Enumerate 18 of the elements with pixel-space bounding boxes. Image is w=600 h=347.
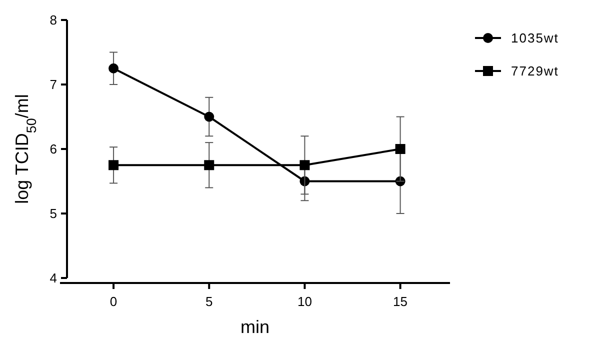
y-tick-label: 8 bbox=[50, 12, 57, 28]
y-tick-label: 4 bbox=[50, 270, 57, 286]
y-tick-label: 7 bbox=[50, 77, 57, 92]
point bbox=[204, 112, 214, 122]
point bbox=[108, 160, 119, 170]
y-tick-label: 6 bbox=[50, 142, 57, 157]
point bbox=[108, 63, 119, 74]
x-tick-label: 15 bbox=[393, 294, 408, 309]
x-axis-title: min bbox=[240, 317, 270, 337]
x-tick-label: 0 bbox=[110, 294, 118, 309]
legend-label: 1035wt bbox=[511, 30, 559, 46]
x-tick-label: 10 bbox=[297, 294, 312, 309]
point bbox=[395, 144, 406, 154]
point bbox=[204, 160, 214, 170]
point bbox=[300, 160, 310, 170]
legend-label: 7729wt bbox=[511, 64, 559, 79]
y-tick-label: 5 bbox=[50, 206, 57, 222]
x-tick-label: 5 bbox=[206, 294, 213, 309]
